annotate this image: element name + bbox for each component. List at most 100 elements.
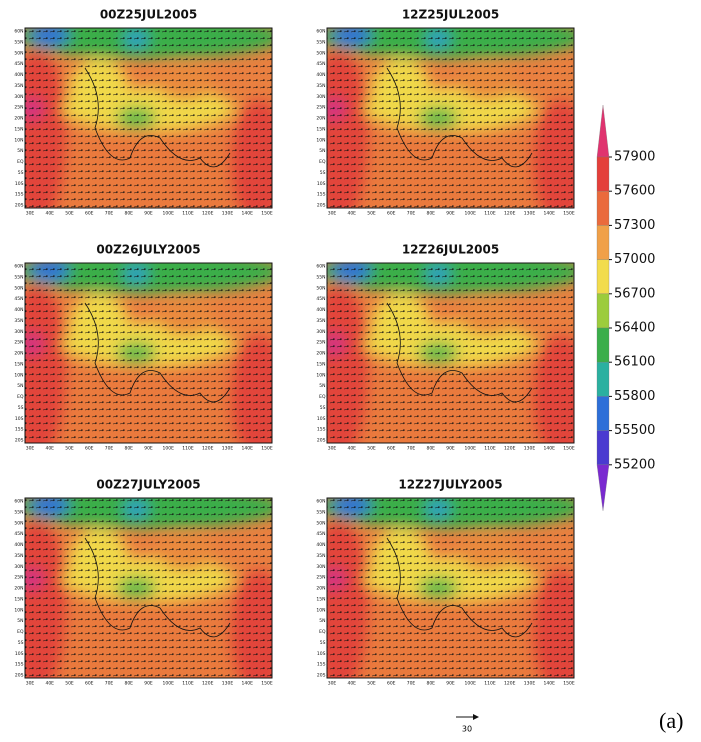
lat-tick-label: 60N [14, 264, 23, 270]
lat-tick-label: 55N [316, 274, 325, 280]
lat-tick-label: 35N [14, 318, 23, 324]
colorbar-segment [596, 191, 610, 226]
lon-tick-label: 130E [524, 681, 536, 687]
colorbar-label: 55800 [614, 389, 655, 404]
lat-tick-label: 35N [14, 553, 23, 559]
lat-tick-label: 60N [316, 264, 325, 270]
colorbar-segment [596, 259, 610, 294]
wind-vectors [327, 28, 574, 208]
lon-tick-label: 130E [524, 446, 536, 452]
lat-tick-label: 10N [14, 607, 23, 613]
lon-tick-label: 110E [484, 681, 496, 687]
lat-tick-label: 30N [14, 564, 23, 570]
panel-title: 00Z27JULY2005 [96, 478, 200, 492]
panel-title: 12Z25JUL2005 [402, 8, 499, 22]
lon-tick-label: 80E [426, 211, 435, 217]
lon-tick-label: 90E [446, 446, 455, 452]
lon-tick-label: 130E [222, 211, 234, 217]
map-frame [326, 497, 575, 679]
lon-tick-label: 30E [328, 446, 337, 452]
lat-tick-label: 20N [316, 351, 325, 357]
lon-tick-label: 60E [387, 681, 396, 687]
lat-tick-label: 25N [316, 340, 325, 346]
lat-tick-label: 25N [316, 105, 325, 111]
lon-tick-label: 70E [105, 446, 114, 452]
lat-tick-label: 55N [14, 39, 23, 45]
lon-tick-label: 80E [124, 211, 133, 217]
map-panel [327, 498, 574, 678]
lat-tick-label: 10S [317, 181, 326, 187]
colorbar-label: 57600 [614, 184, 655, 199]
lat-tick-label: 20S [317, 203, 326, 209]
lat-tick-label: 35N [316, 553, 325, 559]
lon-tick-label: 110E [182, 446, 194, 452]
lon-tick-label: 150E [261, 681, 273, 687]
lat-tick-label: 20N [316, 116, 325, 122]
lat-tick-label: 5S [320, 640, 326, 646]
lon-tick-label: 30E [26, 681, 35, 687]
lon-tick-label: 150E [261, 211, 273, 217]
lon-tick-label: 140E [242, 681, 254, 687]
lat-tick-label: 50N [316, 285, 325, 291]
lat-tick-label: 20S [15, 203, 24, 209]
lon-tick-label: 50E [65, 681, 74, 687]
lat-tick-label: 5S [18, 640, 24, 646]
lat-tick-label: EQ [319, 629, 326, 635]
lat-tick-label: 55N [14, 274, 23, 280]
lat-tick-label: 15S [317, 192, 326, 198]
lon-tick-label: 30E [26, 446, 35, 452]
map-frame [326, 27, 575, 209]
lon-tick-label: 30E [328, 211, 337, 217]
colorbar-segment [596, 293, 610, 329]
lon-tick-label: 120E [202, 681, 214, 687]
lat-tick-label: 55N [316, 509, 325, 515]
colorbar-label: 56400 [614, 321, 655, 336]
lat-tick-label: EQ [17, 629, 24, 635]
lat-tick-label: 15N [14, 361, 23, 367]
lon-tick-label: 50E [65, 446, 74, 452]
colorbar-segment [596, 362, 610, 397]
lat-tick-label: 55N [14, 509, 23, 515]
lon-tick-label: 130E [222, 446, 234, 452]
lat-tick-label: 10S [15, 181, 24, 187]
lat-tick-label: 15S [15, 192, 24, 198]
lat-tick-label: 20N [14, 116, 23, 122]
lon-tick-label: 150E [563, 211, 575, 217]
lon-tick-label: 100E [465, 446, 477, 452]
lat-tick-label: 15S [317, 662, 326, 668]
lat-tick-label: 60N [316, 29, 325, 35]
lat-tick-label: EQ [17, 394, 24, 400]
lon-tick-label: 110E [484, 446, 496, 452]
lat-tick-label: 60N [316, 499, 325, 505]
colorbar-segment [596, 396, 610, 431]
lat-tick-label: 50N [316, 520, 325, 526]
lon-tick-label: 50E [367, 681, 376, 687]
lon-tick-label: 80E [426, 446, 435, 452]
lat-tick-label: 30N [316, 329, 325, 335]
lon-tick-label: 150E [563, 446, 575, 452]
figure-label: (a) [659, 708, 683, 733]
lat-tick-label: 55N [316, 39, 325, 45]
colorbar-segment [596, 464, 610, 511]
colorbar-label: 56700 [614, 286, 655, 301]
lon-tick-label: 150E [563, 681, 575, 687]
lat-tick-label: 50N [14, 520, 23, 526]
lat-tick-label: 15N [316, 361, 325, 367]
lon-tick-label: 30E [26, 211, 35, 217]
map-panel [327, 28, 574, 208]
lat-tick-label: 10N [316, 137, 325, 143]
lon-tick-label: 130E [222, 681, 234, 687]
lat-tick-label: 5S [18, 170, 24, 176]
lon-tick-label: 80E [124, 446, 133, 452]
colorbar-segment [596, 225, 610, 260]
lat-tick-label: 30N [14, 329, 23, 335]
lat-tick-label: EQ [319, 394, 326, 400]
lat-tick-label: 45N [316, 296, 325, 302]
lon-tick-label: 110E [484, 211, 496, 217]
lon-tick-label: 70E [105, 681, 114, 687]
lat-tick-label: 30N [316, 564, 325, 570]
lon-tick-label: 50E [65, 211, 74, 217]
lat-tick-label: 60N [14, 29, 23, 35]
lat-tick-label: 40N [316, 72, 325, 78]
lat-tick-label: 45N [14, 296, 23, 302]
